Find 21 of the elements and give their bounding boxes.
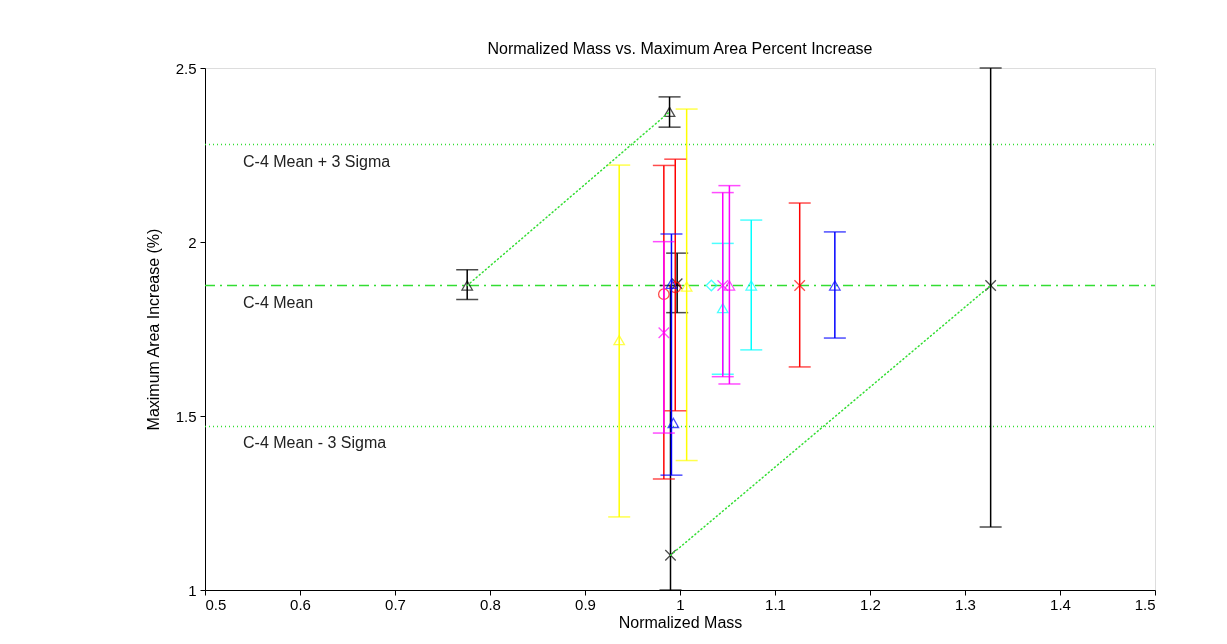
- y-tick-label: 2.5: [175, 59, 197, 77]
- x-tick-label: 1: [676, 595, 685, 613]
- x-axis-title: Normalized Mass: [618, 613, 743, 631]
- x-tick-label: 0.6: [290, 595, 311, 613]
- ref-line-label: C-4 Mean: [243, 293, 314, 311]
- chart-title: Normalized Mass vs. Maximum Area Percent Increase: [487, 40, 873, 57]
- ref-line-label: C-4 Mean + 3 Sigma: [243, 152, 391, 170]
- y-tick-label: 2: [188, 233, 197, 251]
- y-axis-title: Maximum Area Increase (%): [144, 228, 162, 431]
- x-tick-label: 1.5: [1134, 595, 1156, 613]
- y-tick-label: 1.5: [175, 407, 197, 425]
- x-tick-label: 0.5: [205, 595, 227, 613]
- x-tick-label: 1.4: [1050, 595, 1071, 613]
- x-tick-label: 0.7: [385, 595, 406, 613]
- x-tick-label: 1.3: [955, 595, 976, 613]
- y-tick-label: 1: [188, 581, 197, 599]
- x-tick-label: 1.1: [765, 595, 786, 613]
- ref-line-label: C-4 Mean - 3 Sigma: [243, 434, 387, 452]
- x-tick-label: 0.9: [575, 595, 596, 613]
- x-tick-label: 1.2: [860, 595, 881, 613]
- x-tick-label: 0.8: [480, 595, 501, 613]
